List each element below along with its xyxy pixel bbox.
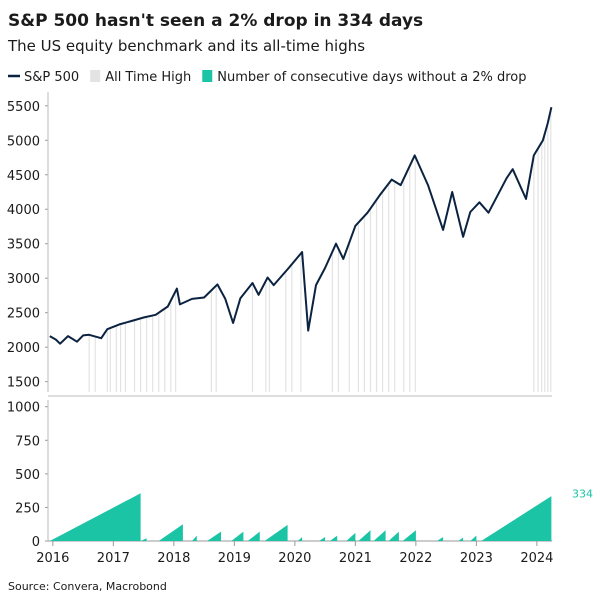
x-tick-label: 2024 xyxy=(520,551,553,566)
x-tick-label: 2023 xyxy=(460,551,493,566)
chart-title: S&P 500 hasn't seen a 2% drop in 334 day… xyxy=(8,11,423,31)
legend-label: Number of consecutive days without a 2% … xyxy=(217,70,526,85)
x-tick-label: 2018 xyxy=(157,551,190,566)
legend-swatch xyxy=(90,70,101,82)
y-tick-label: 5500 xyxy=(7,100,40,115)
y-tick-label: 5000 xyxy=(7,134,40,149)
y-tick-label: 2500 xyxy=(7,307,40,322)
y-tick-label: 500 xyxy=(15,468,40,483)
legend-swatch xyxy=(202,70,213,82)
y-tick-label: 250 xyxy=(15,501,40,516)
y-tick-label: 1000 xyxy=(7,401,40,416)
y-tick-label: 0 xyxy=(32,535,40,550)
x-tick-label: 2022 xyxy=(399,551,432,566)
x-tick-label: 2019 xyxy=(218,551,251,566)
y-tick-label: 750 xyxy=(15,434,40,449)
legend-label: S&P 500 xyxy=(24,70,79,85)
y-tick-label: 1500 xyxy=(7,376,40,391)
legend-label: All Time High xyxy=(105,70,191,85)
end-label: 334 xyxy=(572,487,593,500)
x-tick-label: 2021 xyxy=(339,551,372,566)
x-tick-label: 2020 xyxy=(278,551,311,566)
chart-subtitle: The US equity benchmark and its all-time… xyxy=(7,37,365,55)
y-tick-label: 3000 xyxy=(7,272,40,287)
y-tick-label: 4500 xyxy=(7,169,40,184)
y-tick-label: 4000 xyxy=(7,203,40,218)
days-area xyxy=(49,493,552,541)
source: Source: Convera, Macrobond xyxy=(8,580,167,593)
legend: S&P 500 All Time High Number of consecutiv… xyxy=(8,70,527,85)
sp500-line xyxy=(49,106,553,345)
y-tick-label: 2000 xyxy=(7,341,40,356)
x-tick-label: 2017 xyxy=(97,551,130,566)
x-tick-label: 2016 xyxy=(36,551,69,566)
y-tick-label: 3500 xyxy=(7,238,40,253)
